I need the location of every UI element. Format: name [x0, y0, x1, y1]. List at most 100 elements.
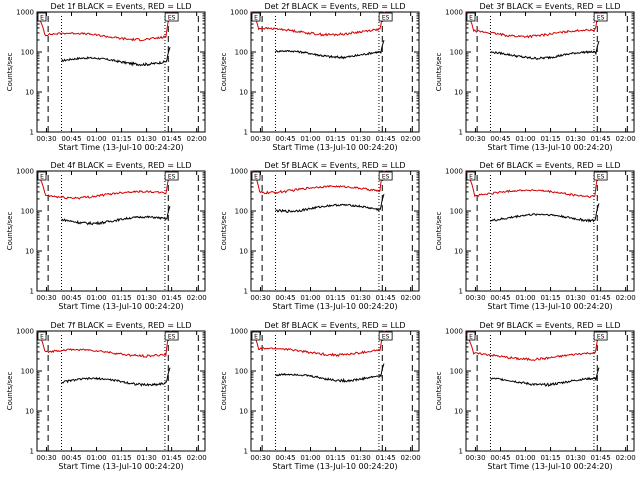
event-marker-label: ES: [597, 15, 605, 22]
x-tick-label: 01:45: [376, 294, 396, 302]
plot-title: Det 4f BLACK = Events, RED = LLD: [50, 161, 191, 170]
event-marker-label: ES: [382, 334, 390, 341]
plot-frame: [465, 330, 635, 452]
y-tick-label: 1000: [16, 168, 34, 176]
event-marker-box: [593, 12, 608, 22]
y-tick-label: 1: [459, 448, 463, 456]
x-tick-label: 00:45: [275, 294, 295, 302]
event-marker-label: ES: [382, 174, 390, 181]
detector-plot: Det 6f BLACK = Events, RED = LLD 1 10 100 10…: [435, 161, 636, 311]
x-axis-label: Start Time (13-Jul-10 00:24:20): [58, 302, 183, 311]
events-series-line: [490, 40, 600, 61]
event-marker-box: [251, 12, 261, 22]
x-tick-label: 02:00: [401, 135, 421, 143]
y-axis-label: Counts/sec: [6, 372, 14, 411]
event-marker-box: [251, 331, 261, 341]
event-marker-box: [466, 331, 476, 341]
x-axis-label: Start Time (13-Jul-10 00:24:20): [58, 462, 183, 471]
event-marker-label: E: [40, 334, 44, 341]
x-axis-label: Start Time (13-Jul-10 00:24:20): [487, 462, 612, 471]
event-marker-box: [164, 171, 179, 181]
event-marker-label: ES: [597, 334, 605, 341]
x-tick-label: 01:30: [350, 294, 370, 302]
event-marker-label: ES: [382, 15, 390, 22]
detector-plot: Det 4f BLACK = Events, RED = LLD 1 10 100 10…: [6, 161, 207, 311]
x-tick-label: 00:45: [490, 294, 510, 302]
x-tick-label: 00:45: [275, 454, 295, 462]
x-tick-label: 01:45: [591, 454, 611, 462]
plot-frame: [36, 170, 206, 292]
y-tick-label: 1000: [445, 168, 463, 176]
event-marker-box: [593, 171, 608, 181]
x-tick-label: 01:30: [565, 454, 585, 462]
x-tick-label: 02:00: [401, 454, 421, 462]
event-marker-label: E: [469, 15, 473, 22]
event-marker-label: E: [254, 15, 258, 22]
y-tick-label: 1: [244, 288, 248, 296]
x-tick-label: 01:00: [515, 454, 535, 462]
x-tick-label: 01:45: [591, 294, 611, 302]
event-marker-label: ES: [168, 15, 176, 22]
x-tick-label: 01:15: [111, 135, 131, 143]
event-marker-label: ES: [168, 334, 176, 341]
plot-title: Det 3f BLACK = Events, RED = LLD: [479, 2, 620, 11]
y-axis-label: Counts/sec: [220, 372, 228, 411]
lld-series-line: [250, 330, 386, 357]
y-tick-label: 1: [244, 448, 248, 456]
y-tick-label: 10: [239, 248, 248, 256]
events-series-line: [61, 47, 171, 67]
x-tick-label: 01:30: [565, 135, 585, 143]
y-tick-label: 1: [244, 129, 248, 137]
detector-plot: Det 1f BLACK = Events, RED = LLD 1 10 100 10…: [6, 2, 207, 152]
x-axis-label: Start Time (13-Jul-10 00:24:20): [272, 302, 397, 311]
x-tick-label: 00:45: [61, 454, 81, 462]
x-tick-label: 02:00: [187, 454, 207, 462]
y-tick-label: 100: [21, 368, 34, 376]
x-tick-label: 01:00: [86, 135, 106, 143]
x-tick-label: 01:30: [565, 294, 585, 302]
plot-title: Det 5f BLACK = Events, RED = LLD: [264, 161, 405, 170]
y-tick-label: 100: [21, 49, 34, 57]
x-tick-label: 01:15: [540, 454, 560, 462]
x-tick-label: 00:30: [36, 454, 56, 462]
y-tick-label: 1: [30, 448, 34, 456]
x-tick-label: 02:00: [187, 135, 207, 143]
y-tick-label: 10: [454, 248, 463, 256]
y-tick-label: 10: [25, 89, 34, 97]
y-tick-label: 100: [450, 49, 463, 57]
x-tick-label: 01:00: [300, 454, 320, 462]
lld-series-line: [251, 11, 386, 37]
events-series-line: [275, 193, 385, 214]
plot-title: Det 6f BLACK = Events, RED = LLD: [479, 161, 620, 170]
x-axis-label: Start Time (13-Jul-10 00:24:20): [487, 302, 612, 311]
x-tick-label: 00:45: [275, 135, 295, 143]
events-series-line: [490, 367, 600, 387]
detector-plot: Det 2f BLACK = Events, RED = LLD 1 10 100 10…: [220, 2, 421, 152]
x-tick-label: 01:15: [111, 294, 131, 302]
event-marker-box: [164, 331, 179, 341]
x-tick-label: 01:15: [325, 294, 345, 302]
plot-frame: [36, 11, 206, 133]
x-tick-label: 01:45: [162, 135, 182, 143]
x-tick-label: 00:30: [250, 135, 270, 143]
lld-series-line: [36, 330, 172, 358]
x-tick-label: 00:30: [465, 294, 485, 302]
y-tick-label: 10: [25, 408, 34, 416]
x-tick-label: 00:45: [61, 294, 81, 302]
x-tick-label: 01:30: [136, 294, 156, 302]
event-marker-label: E: [40, 15, 44, 22]
lld-series-line: [465, 170, 601, 199]
x-tick-label: 00:30: [36, 294, 56, 302]
x-tick-label: 01:00: [86, 454, 106, 462]
plot-title: Det 8f BLACK = Events, RED = LLD: [264, 321, 405, 330]
x-axis-label: Start Time (13-Jul-10 00:24:20): [272, 143, 397, 152]
x-tick-label: 01:15: [111, 454, 131, 462]
y-tick-label: 100: [235, 49, 248, 57]
x-tick-label: 02:00: [616, 135, 636, 143]
y-tick-label: 1000: [445, 328, 463, 336]
lld-series-line: [465, 11, 601, 39]
plot-frame: [250, 330, 420, 452]
x-tick-label: 01:15: [540, 135, 560, 143]
x-tick-label: 00:45: [490, 454, 510, 462]
detector-plot: Det 8f BLACK = Events, RED = LLD 1 10 100 10…: [220, 321, 421, 471]
